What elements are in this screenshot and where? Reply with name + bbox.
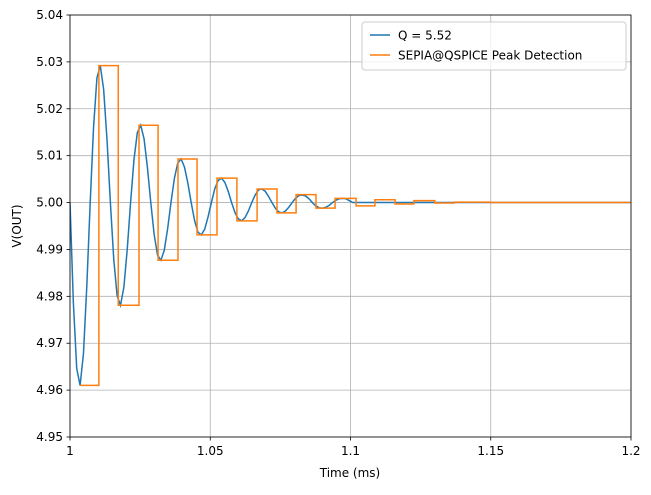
legend-label: SEPIA@QSPICE Peak Detection [398, 49, 582, 63]
legend-label: Q = 5.52 [398, 29, 452, 43]
x-axis-label: Time (ms) [319, 466, 381, 480]
y-tick-label: 4.96 [36, 383, 63, 397]
y-tick-label: 5.01 [36, 149, 63, 163]
tick-layer: 1 1.05 1.1 1.15 1.2 4.95 4.96 4.97 4.98 4.99 5.00 5… [36, 8, 640, 458]
x-tick-label: 1 [66, 444, 74, 458]
x-tick-label: 1.2 [621, 444, 640, 458]
y-tick-label: 5.03 [36, 55, 63, 69]
legend: Q = 5.52 SEPIA@QSPICE Peak Detection [361, 21, 627, 71]
y-axis-label: V(OUT) [10, 204, 24, 247]
x-tick-label: 1.1 [341, 444, 360, 458]
y-tick-label: 5.02 [36, 102, 63, 116]
y-tick-label: 4.95 [36, 430, 63, 444]
legend-box [361, 21, 627, 71]
grid-layer [69, 14, 632, 438]
x-tick-label: 1.05 [197, 444, 224, 458]
y-tick-label: 5.00 [36, 196, 63, 210]
line-layer [70, 64, 631, 387]
y-tick-label: 4.98 [36, 289, 63, 303]
y-tick-label: 4.99 [36, 242, 63, 256]
x-tick-label: 1.15 [477, 444, 504, 458]
y-tick-label: 5.04 [36, 8, 63, 22]
y-tick-label: 4.97 [36, 336, 63, 350]
series-line [80, 64, 631, 387]
